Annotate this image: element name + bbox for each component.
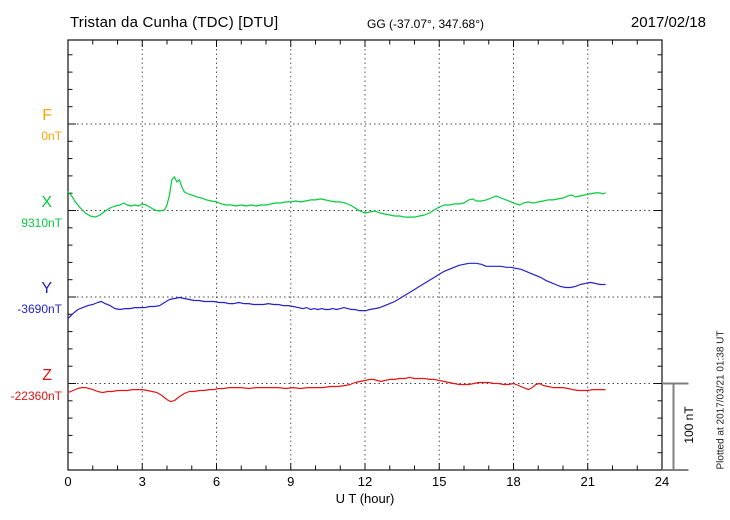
- x-tick-label-15: 15: [432, 474, 447, 489]
- series-baseline-value-Y: -3690nT: [17, 302, 62, 316]
- x-tick-label-21: 21: [580, 474, 595, 489]
- x-tick-label-24: 24: [654, 474, 670, 489]
- x-tick-label-0: 0: [64, 474, 72, 489]
- x-tick-label-12: 12: [357, 474, 373, 489]
- series-letter-F: F: [42, 107, 52, 124]
- trace-Y: [67, 262, 606, 320]
- x-tick-label-6: 6: [212, 474, 221, 489]
- series-baseline-value-X: 9310nT: [21, 215, 62, 230]
- series-letter-Z: Z: [42, 366, 52, 384]
- x-tick-label-3: 3: [138, 474, 146, 489]
- plotted-at-timestamp: Plotted at 2017/03/21 01:38 UT: [715, 330, 727, 470]
- scale-bar-label: 100 nT: [682, 406, 696, 444]
- page-title: Tristan da Cunha (TDC) [DTU]: [70, 14, 279, 31]
- geographic-coordinates: GG (-37.07°, 347.68°): [367, 17, 484, 31]
- x-tick-label-9: 9: [287, 474, 295, 489]
- x-tick-label-18: 18: [506, 474, 521, 489]
- series-baseline-value-Z: -22360nT: [10, 388, 62, 403]
- series-letter-Y: Y: [41, 280, 52, 297]
- series-baseline-value-F: 0nT: [41, 129, 62, 143]
- trace-X: [67, 176, 606, 218]
- trace-Z: [67, 376, 606, 403]
- series-letter-X: X: [41, 193, 52, 211]
- x-axis-title: U T (hour): [335, 491, 395, 506]
- plot-date: 2017/02/18: [630, 14, 706, 31]
